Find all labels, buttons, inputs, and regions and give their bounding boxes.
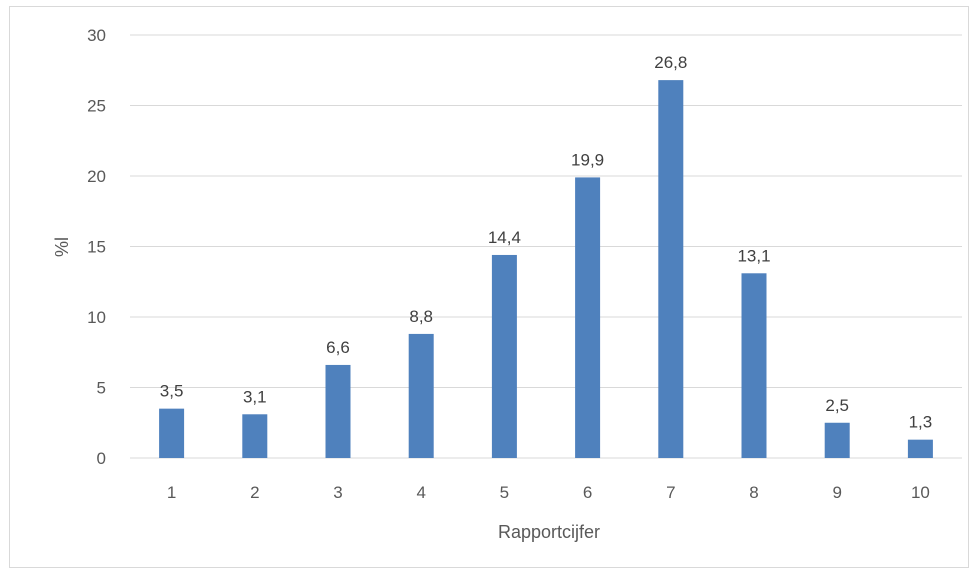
bar-5 bbox=[491, 254, 517, 458]
y-tick-label: 5 bbox=[97, 379, 106, 398]
chart-frame bbox=[9, 6, 969, 568]
bar-6 bbox=[575, 177, 601, 458]
data-label: 3,5 bbox=[160, 382, 184, 401]
data-label: 3,1 bbox=[243, 387, 267, 406]
x-tick-label: 10 bbox=[911, 483, 930, 502]
bar-2 bbox=[242, 414, 268, 458]
data-label: 26,8 bbox=[654, 53, 687, 72]
x-tick-label: 1 bbox=[167, 483, 176, 502]
bar-1 bbox=[159, 408, 185, 458]
bar-10 bbox=[907, 439, 933, 458]
data-labels: 3,5 3,1 6,6 8,8 14,4 19,9 26,8 13,1 2,5 1,3 bbox=[160, 53, 932, 432]
bar-7 bbox=[658, 80, 684, 459]
y-tick-label: 25 bbox=[87, 97, 106, 116]
bar-8 bbox=[741, 273, 767, 458]
y-axis-ticks: 0 5 10 15 20 25 30 bbox=[87, 26, 106, 468]
x-tick-label: 3 bbox=[333, 483, 342, 502]
x-tick-label: 6 bbox=[583, 483, 592, 502]
bar-4 bbox=[408, 333, 434, 458]
y-axis-title: %l bbox=[52, 237, 72, 257]
bars bbox=[159, 80, 933, 459]
data-label: 8,8 bbox=[409, 307, 433, 326]
x-tick-label: 5 bbox=[500, 483, 509, 502]
data-label: 13,1 bbox=[737, 246, 770, 265]
x-axis-ticks: 1 2 3 4 5 6 7 8 9 10 bbox=[167, 483, 930, 502]
y-tick-label: 10 bbox=[87, 308, 106, 327]
x-tick-label: 7 bbox=[666, 483, 675, 502]
x-tick-label: 4 bbox=[416, 483, 425, 502]
gridlines bbox=[130, 34, 962, 459]
data-label: 6,6 bbox=[326, 338, 350, 357]
y-tick-label: 30 bbox=[87, 26, 106, 45]
x-axis-title: Rapportcijfer bbox=[498, 522, 600, 542]
data-label: 1,3 bbox=[909, 413, 933, 432]
data-label: 2,5 bbox=[825, 396, 849, 415]
x-tick-label: 9 bbox=[832, 483, 841, 502]
y-tick-label: 0 bbox=[97, 449, 106, 468]
x-tick-label: 8 bbox=[749, 483, 758, 502]
y-tick-label: 20 bbox=[87, 167, 106, 186]
x-tick-label: 2 bbox=[250, 483, 259, 502]
data-label: 19,9 bbox=[571, 150, 604, 169]
bar-3 bbox=[325, 364, 351, 458]
bar-9 bbox=[824, 422, 850, 458]
data-label: 14,4 bbox=[488, 228, 521, 247]
y-tick-label: 15 bbox=[87, 238, 106, 257]
